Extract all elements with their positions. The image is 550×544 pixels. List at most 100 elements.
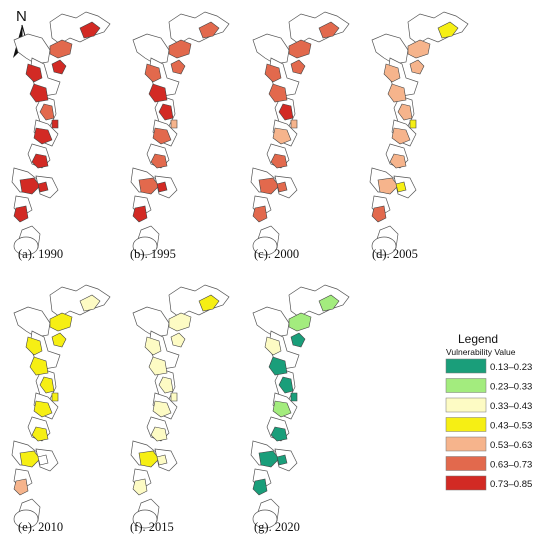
region-fj: [150, 153, 168, 169]
region-sh: [409, 119, 417, 129]
region-hn: [132, 205, 148, 223]
region-js: [278, 376, 294, 394]
legend-title: Legend: [458, 332, 498, 346]
legend-swatch: [445, 417, 487, 432]
island-outline: [252, 509, 278, 529]
region-js: [39, 103, 55, 121]
region-hb: [170, 332, 186, 348]
region-gd: [19, 177, 41, 195]
region-gd: [258, 450, 280, 468]
region-jjj: [264, 336, 282, 356]
region-gd: [258, 177, 280, 195]
legend-item-label: 0.13–0.23: [490, 362, 532, 373]
island-outline: [13, 509, 39, 529]
region-lnB: [318, 294, 340, 312]
panel-label: (g). 2020: [254, 520, 300, 534]
legend-item-label: 0.53–0.63: [490, 440, 532, 451]
legend-swatch: [445, 475, 487, 491]
region-lnA: [288, 312, 312, 332]
region-sh: [51, 119, 59, 129]
map-panels: (a). 1990 (b). 1995 (c). 2000 (d). 2005 (e).…: [11, 11, 469, 534]
panel-label: (c). 2000: [254, 247, 299, 261]
region-js: [39, 376, 55, 394]
region-hn: [13, 205, 29, 223]
region-zj: [152, 400, 172, 418]
region-fj: [150, 426, 168, 442]
region-gd: [138, 450, 160, 468]
region-hb: [290, 332, 306, 348]
map-panel-6: [130, 284, 230, 529]
region-sd: [268, 356, 288, 376]
region-hn: [371, 205, 387, 223]
region-zj: [391, 127, 411, 145]
region-fj: [270, 153, 288, 169]
region-sh: [51, 392, 59, 402]
province-outline: [13, 33, 51, 65]
region-zj: [33, 127, 53, 145]
region-sd: [29, 83, 49, 103]
region-zj: [152, 127, 172, 145]
region-jjj: [144, 336, 162, 356]
province-outline: [132, 306, 170, 338]
region-jjj: [383, 63, 401, 83]
region-gx: [395, 181, 407, 193]
region-hb: [51, 59, 67, 75]
map-panel-7: [250, 284, 350, 529]
region-fj: [31, 426, 49, 442]
region-sd: [148, 83, 168, 103]
region-fj: [31, 153, 49, 169]
region-sd: [148, 356, 168, 376]
region-gx: [156, 454, 168, 466]
province-outline: [252, 306, 290, 338]
legend-swatch: [445, 436, 487, 452]
region-zj: [33, 400, 53, 418]
map-panel-4: [369, 11, 469, 256]
legend-swatch: [445, 397, 487, 413]
region-lnB: [198, 294, 220, 312]
region-fj: [270, 426, 288, 442]
province-outline: [132, 33, 170, 65]
region-hb: [409, 59, 425, 75]
legend-item-label: 0.33–0.43: [490, 401, 532, 412]
island-outline: [252, 236, 278, 256]
legend-item-label: 0.43–0.53: [490, 421, 532, 432]
region-lnA: [407, 39, 431, 59]
region-gx: [156, 181, 168, 193]
map-panel-3: [250, 11, 350, 256]
map-panel-5: [11, 284, 111, 529]
island-outline: [132, 236, 158, 256]
panel-label: (d). 2005: [372, 247, 418, 261]
region-gx: [276, 454, 288, 466]
island-outline: [132, 509, 158, 529]
region-gd: [19, 450, 41, 468]
legend-swatch: [445, 358, 487, 374]
legend-item-label: 0.73–0.85: [490, 479, 532, 490]
region-lnA: [288, 39, 312, 59]
north-arrow-label: N: [16, 8, 27, 25]
region-hb: [290, 59, 306, 75]
legend: Legend Vulnerability Value 0.13–0.23 0.23…: [445, 332, 532, 491]
region-lnA: [49, 39, 73, 59]
province-outline: [371, 33, 409, 65]
region-js: [397, 103, 413, 121]
panel-label: (a). 1990: [18, 247, 63, 261]
region-hb: [170, 59, 186, 75]
region-lnB: [437, 21, 459, 39]
region-hn: [252, 205, 268, 223]
legend-swatch: [445, 378, 487, 393]
region-sd: [268, 83, 288, 103]
region-gd: [377, 177, 399, 195]
island-outline: [13, 236, 39, 256]
legend-subtitle: Vulnerability Value: [446, 347, 516, 357]
province-outline: [13, 306, 51, 338]
region-gx: [276, 181, 288, 193]
region-sh: [170, 119, 178, 129]
region-jjj: [25, 336, 43, 356]
region-lnB: [318, 21, 340, 39]
legend-item-label: 0.23–0.33: [490, 382, 532, 393]
panel-label: (f). 2015: [130, 520, 174, 534]
region-lnB: [79, 21, 101, 39]
region-gx: [37, 454, 49, 466]
region-sh: [290, 119, 298, 129]
